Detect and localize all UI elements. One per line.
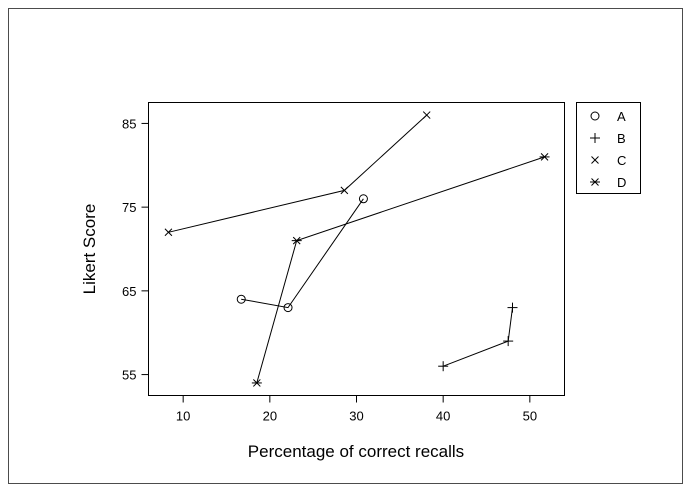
- series-layer: [164, 111, 550, 387]
- legend-item-c: C: [591, 153, 626, 168]
- y-axis: 55 65 75 85: [122, 116, 149, 383]
- series-line-c: [168, 114, 428, 233]
- series-line-b: [443, 307, 513, 367]
- legend-label-a: A: [617, 109, 626, 124]
- y-axis-label: Likert Score: [80, 204, 99, 295]
- legend-item-a: A: [590, 109, 626, 124]
- y-tick-label: 75: [122, 200, 136, 215]
- data-point-c: [340, 186, 349, 195]
- legend-label-d: D: [617, 175, 626, 190]
- legend-marker-d: [590, 178, 600, 186]
- legend-label-b: B: [617, 131, 626, 146]
- data-point-b: [438, 361, 449, 372]
- data-point-c: [164, 228, 173, 237]
- legend-box: [576, 102, 641, 194]
- legend-marker-b: [590, 133, 600, 143]
- x-tick-label: 30: [349, 409, 363, 424]
- series-a: [236, 194, 368, 313]
- x-axis-label: Percentage of correct recalls: [248, 442, 464, 461]
- data-point-d: [251, 379, 262, 387]
- data-point-a: [236, 294, 246, 304]
- series-line-d: [256, 156, 545, 384]
- x-tick-label: 20: [263, 409, 277, 424]
- series-b: [438, 302, 518, 372]
- x-tick-label: 40: [436, 409, 450, 424]
- figure-border: [8, 8, 683, 484]
- legend-marker-a: [590, 111, 600, 121]
- series-d: [251, 153, 550, 387]
- series-line-a: [241, 198, 364, 309]
- y-tick-label: 65: [122, 284, 136, 299]
- data-point-b: [503, 336, 514, 347]
- series-c: [164, 111, 431, 237]
- x-axis: 10 20 30 40 50: [176, 395, 537, 424]
- legend-marker-c: [591, 156, 599, 164]
- data-point-d: [539, 153, 550, 161]
- y-tick-label: 55: [122, 368, 136, 383]
- data-point-b: [507, 302, 518, 313]
- y-tick-label: 85: [122, 116, 136, 131]
- plot-frame: [148, 102, 565, 396]
- legend-item-d: D: [590, 175, 626, 190]
- data-point-a: [283, 303, 293, 313]
- legend-label-c: C: [617, 153, 626, 168]
- legend-item-b: B: [590, 131, 626, 146]
- data-point-d: [291, 236, 302, 245]
- x-tick-label: 10: [176, 409, 190, 424]
- x-tick-label: 50: [523, 409, 537, 424]
- data-point-c: [422, 111, 431, 119]
- data-point-a: [358, 194, 368, 204]
